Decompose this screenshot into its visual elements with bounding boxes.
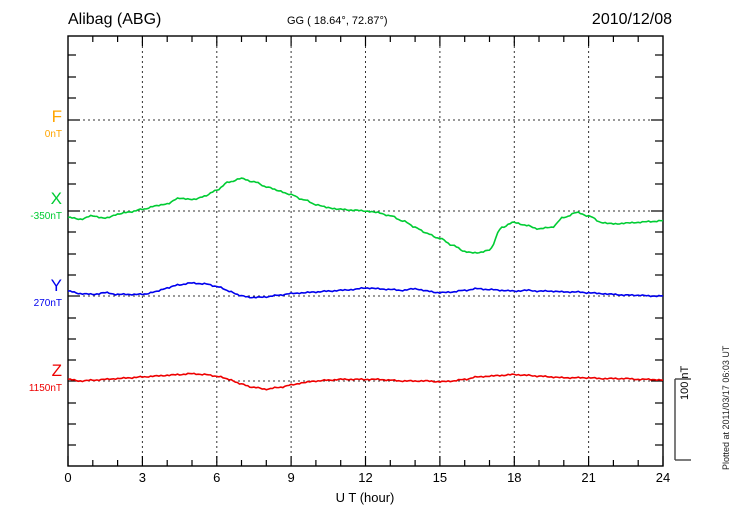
component-label-f: F 0nT bbox=[0, 108, 62, 140]
xtick-label-0: 0 bbox=[64, 470, 72, 485]
xtick-label-15: 15 bbox=[432, 470, 448, 485]
component-label-z: Z 1150nT bbox=[0, 362, 62, 394]
xtick-label-24: 24 bbox=[655, 470, 671, 485]
data-traces bbox=[67, 177, 664, 391]
component-letter-y: Y bbox=[50, 276, 62, 295]
observation-date: 2010/12/08 bbox=[591, 11, 672, 28]
x-axis-title: U T (hour) bbox=[335, 490, 395, 505]
component-label-y: Y 270nT bbox=[0, 277, 62, 309]
component-letter-x: X bbox=[50, 189, 62, 208]
component-letter-f: F bbox=[51, 107, 62, 126]
trace-y-component bbox=[67, 281, 664, 299]
trace-z-component bbox=[67, 372, 664, 391]
scale-bar-label: 100 nT bbox=[679, 365, 691, 400]
left-axis-ticks bbox=[68, 54, 80, 446]
xtick-label-9: 9 bbox=[287, 470, 295, 485]
component-baseline-f: 0nT bbox=[44, 129, 62, 140]
component-baseline-z: 1150nT bbox=[28, 383, 62, 394]
plotted-at-timestamp: Plotted at 2011/03/17 06:03 UT bbox=[721, 345, 730, 470]
xtick-label-21: 21 bbox=[581, 470, 596, 485]
geographic-coordinates: GG ( 18.64°, 72.87°) bbox=[287, 15, 388, 27]
station-title: Alibag (ABG) bbox=[68, 11, 162, 28]
xtick-label-6: 6 bbox=[213, 470, 221, 485]
bottom-axis-ticks bbox=[67, 456, 664, 466]
vertical-gridlines bbox=[141, 36, 590, 466]
xtick-label-12: 12 bbox=[358, 470, 373, 485]
component-baseline-y: 270nT bbox=[33, 298, 62, 309]
top-axis-ticks bbox=[92, 36, 639, 46]
xtick-label-18: 18 bbox=[507, 470, 522, 485]
scale-bar bbox=[674, 378, 691, 461]
component-letter-z: Z bbox=[51, 361, 62, 380]
component-label-x: X -350nT bbox=[0, 190, 62, 222]
xtick-label-3: 3 bbox=[138, 470, 146, 485]
component-baseline-x: -350nT bbox=[30, 211, 62, 222]
right-axis-ticks bbox=[651, 54, 663, 446]
component-baselines bbox=[68, 119, 663, 382]
trace-x-component bbox=[67, 177, 664, 254]
